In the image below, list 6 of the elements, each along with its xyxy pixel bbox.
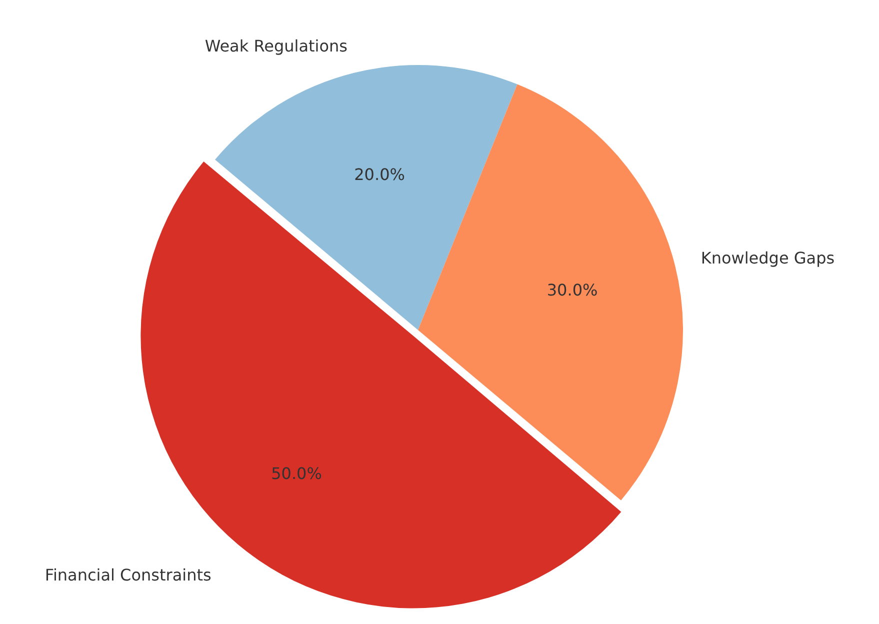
data-label: 20.0%: [354, 164, 405, 184]
data-label: 50.0%: [271, 464, 322, 483]
slice-label: Weak Regulations: [204, 36, 348, 56]
slice-label: Knowledge Gaps: [700, 248, 835, 268]
slice-label: Financial Constraints: [44, 565, 212, 584]
data-label: 30.0%: [546, 280, 598, 300]
